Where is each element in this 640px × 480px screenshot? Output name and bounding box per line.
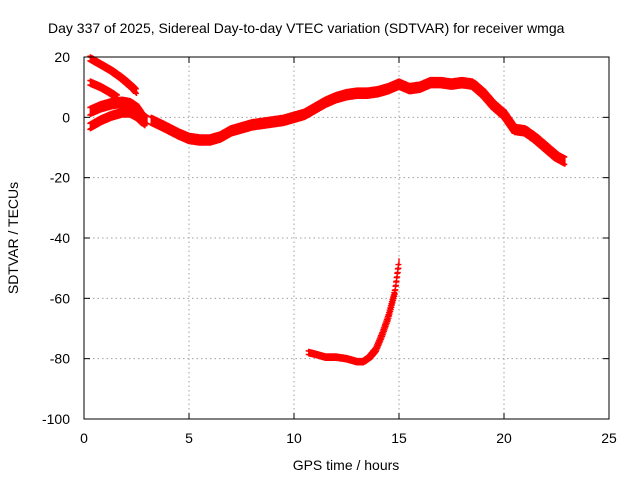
series-main-arc [148,76,568,167]
y-tick-label: 20 [54,49,70,65]
data-point-band [305,258,402,366]
data-point-band [148,76,568,167]
x-tick-label: 25 [601,430,617,446]
y-tick-label: -20 [50,170,70,186]
x-tick-label: 5 [185,430,193,446]
y-axis-label: SDTVAR / TECUs [5,182,21,294]
data-point-band [87,107,148,132]
series-arc-d [87,107,148,132]
data-point-band [87,54,139,96]
y-tick-label: -100 [42,411,70,427]
data-point-band [87,78,120,102]
series-arc-a [87,54,139,96]
y-tick-label: -80 [50,351,70,367]
x-tick-label: 20 [496,430,512,446]
series-arc-b [87,78,120,102]
x-tick-label: 0 [80,430,88,446]
y-tick-label: -40 [50,230,70,246]
data-points [87,54,568,366]
series-lower-arc [305,258,402,366]
y-tick-label: 0 [62,109,70,125]
x-tick-label: 10 [286,430,302,446]
axis-ticks: 0 5 10 15 20 25 -100 -80 -60 -40 -20 0 20 [42,49,617,446]
x-tick-label: 15 [391,430,407,446]
x-axis-label: GPS time / hours [293,457,400,473]
y-tick-label: -60 [50,290,70,306]
grid [84,57,609,419]
chart-title: Day 337 of 2025, Sidereal Day-to-day VTE… [48,20,565,36]
